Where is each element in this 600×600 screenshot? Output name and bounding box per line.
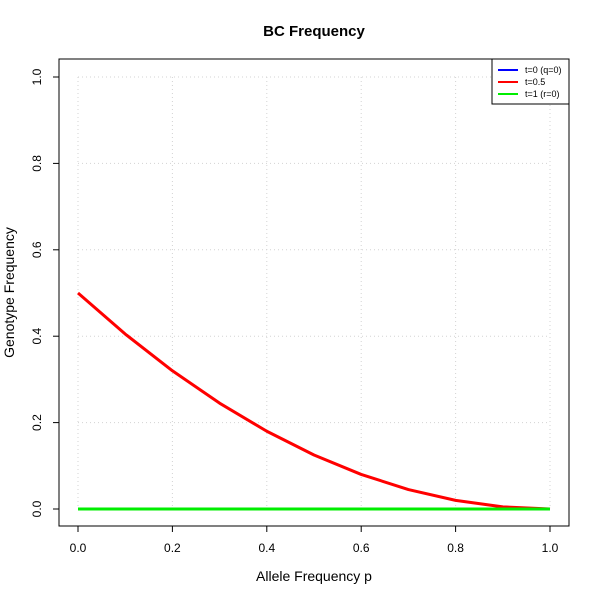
grid-layer: [77, 76, 551, 510]
x-tick-label: 0.0: [70, 541, 87, 555]
y-tick-label: 0.2: [30, 414, 44, 431]
y-tick-label: 1.0: [30, 68, 44, 85]
y-axis-title: Genotype Frequency: [1, 227, 17, 358]
chart-title: BC Frequency: [263, 23, 365, 40]
x-tick-label: 0.4: [258, 541, 275, 555]
legend-label-t05: t=0.5: [525, 77, 545, 87]
x-tick-label: 0.8: [447, 541, 464, 555]
series-layer: [77, 291, 551, 511]
plot-frame: [58, 58, 570, 527]
series-line-t05: [77, 291, 551, 511]
x-tick-label: 0.6: [353, 541, 370, 555]
legend-label-r0: t=1 (r=0): [525, 89, 560, 99]
x-axis-title: Allele Frequency p: [256, 568, 372, 584]
y-tick-label: 0.6: [30, 241, 44, 258]
y-tick-label: 0.8: [30, 155, 44, 172]
x-tick-label: 0.2: [164, 541, 181, 555]
axis-layer: 0.0 0.2 0.4 0.6 0.8 1.0 0.0 0.2 0.4 0.6 0.8 1.0: [30, 68, 559, 555]
x-tick-label: 1.0: [542, 541, 559, 555]
legend: t=0 (q=0) t=0.5 t=1 (r=0): [491, 58, 570, 105]
y-tick-label: 0.0: [30, 500, 44, 517]
y-tick-label: 0.4: [30, 328, 44, 345]
legend-label-q0: t=0 (q=0): [525, 65, 562, 75]
